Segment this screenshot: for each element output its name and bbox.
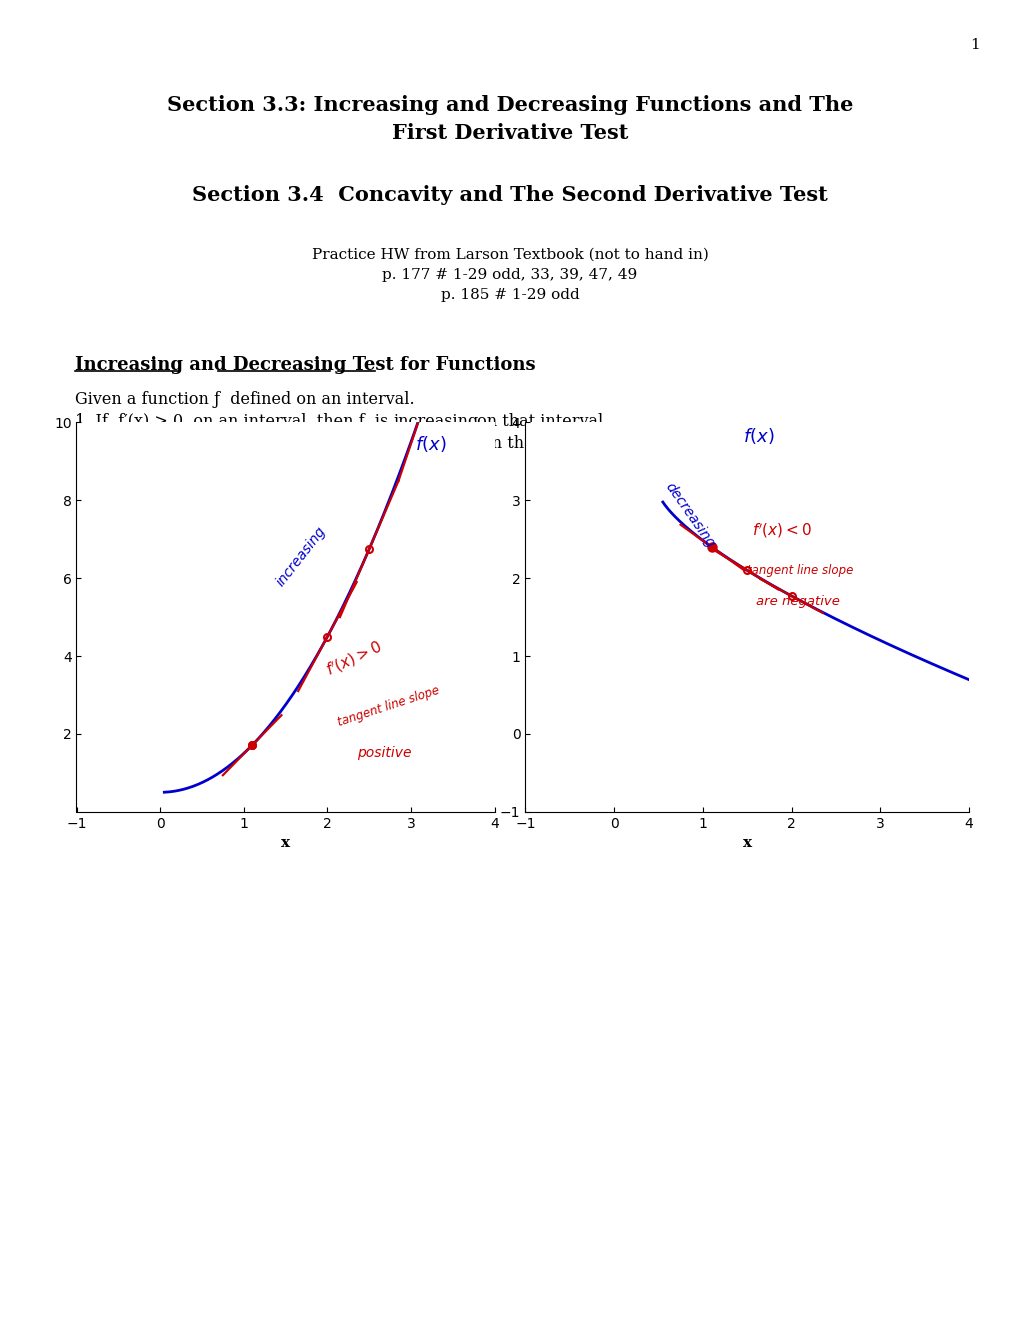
Text: $f(x)$: $f(x)$	[415, 434, 446, 454]
Text: $f'(x)<0$: $f'(x)<0$	[751, 521, 811, 540]
Text: p. 185 # 1-29 odd: p. 185 # 1-29 odd	[440, 288, 579, 302]
Text: increasing: increasing	[392, 413, 478, 430]
Text: tangent line slope: tangent line slope	[335, 684, 440, 729]
Text: p. 177 # 1-29 odd, 33, 39, 47, 49: p. 177 # 1-29 odd, 33, 39, 47, 49	[382, 268, 637, 282]
X-axis label: x: x	[742, 836, 751, 850]
Text: $f'(x)>0$: $f'(x)>0$	[323, 638, 385, 680]
Text: on that interval.: on that interval.	[477, 436, 612, 453]
Text: tangent line slope: tangent line slope	[747, 564, 853, 577]
Text: Given a function ƒ  defined on an interval.: Given a function ƒ defined on an interva…	[75, 392, 414, 408]
Text: $f(x)$: $f(x)$	[742, 426, 773, 446]
Text: are negative: are negative	[755, 595, 839, 609]
Text: decreasing: decreasing	[392, 436, 482, 453]
Text: Section 3.3: Increasing and Decreasing Functions and The: Section 3.3: Increasing and Decreasing F…	[167, 95, 852, 115]
Text: increasing: increasing	[273, 524, 328, 589]
Text: 1: 1	[969, 38, 979, 51]
Text: First Derivative Test: First Derivative Test	[391, 123, 628, 143]
Text: on that interval.: on that interval.	[472, 413, 607, 430]
Text: 1. If  ƒ′(x) > 0  on an interval, then ƒ  is: 1. If ƒ′(x) > 0 on an interval, then ƒ i…	[75, 413, 393, 430]
Text: 2. If  ƒ′(x) < 0  on an interval, then ƒ  is: 2. If ƒ′(x) < 0 on an interval, then ƒ i…	[75, 436, 393, 453]
Text: Increasing and Decreasing Test for Functions: Increasing and Decreasing Test for Funct…	[75, 356, 535, 374]
Text: Practice HW from Larson Textbook (not to hand in): Practice HW from Larson Textbook (not to…	[311, 248, 708, 261]
X-axis label: x: x	[281, 836, 289, 850]
Text: positive: positive	[357, 746, 411, 760]
Text: decreasing: decreasing	[662, 479, 717, 550]
Text: Section 3.4  Concavity and The Second Derivative Test: Section 3.4 Concavity and The Second Der…	[192, 185, 827, 205]
